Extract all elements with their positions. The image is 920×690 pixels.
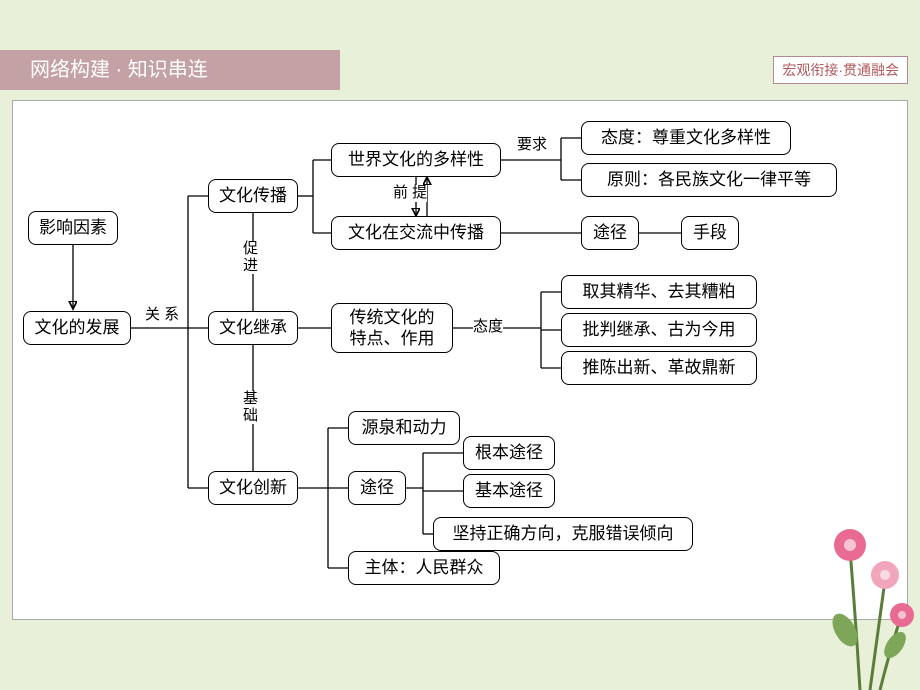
node-route: 途径 bbox=[581, 216, 639, 250]
node-text: 主体：人民群众 bbox=[365, 557, 484, 578]
node-new-old: 推陈出新、革故鼎新 bbox=[561, 351, 757, 385]
node-text: 原则：各民族文化一律平等 bbox=[607, 169, 811, 190]
node-text: 途径 bbox=[593, 222, 627, 243]
header-title-bar: 网络构建 · 知识串连 bbox=[0, 50, 340, 90]
node-text: 取其精华、去其糟粕 bbox=[583, 281, 736, 302]
node-influence: 影响因素 bbox=[28, 211, 118, 245]
node-text: 影响因素 bbox=[39, 217, 107, 238]
node-text: 批判继承、古为今用 bbox=[583, 319, 736, 340]
label-require: 要求 bbox=[517, 137, 547, 154]
node-essence: 取其精华、去其糟粕 bbox=[561, 275, 757, 309]
node-traditional-features: 传统文化的 特点、作用 bbox=[331, 303, 453, 353]
label-text: 关 系 bbox=[145, 306, 179, 323]
node-text: 源泉和动力 bbox=[362, 417, 447, 438]
label-attitude: 态度 bbox=[473, 319, 503, 336]
node-culture-dev: 文化的发展 bbox=[23, 311, 131, 345]
node-text: 文化在交流中传播 bbox=[348, 222, 484, 243]
label-text: 态度 bbox=[473, 318, 503, 335]
node-text: 手段 bbox=[693, 222, 727, 243]
label-text: 前 提 bbox=[393, 184, 427, 201]
node-means: 手段 bbox=[681, 216, 739, 250]
node-source: 源泉和动力 bbox=[348, 411, 460, 445]
node-text: 坚持正确方向，克服错误倾向 bbox=[453, 523, 674, 544]
node-text: 文化创新 bbox=[219, 477, 287, 498]
node-spread: 文化传播 bbox=[208, 179, 298, 213]
node-critical: 批判继承、古为今用 bbox=[561, 313, 757, 347]
label-premise: 前 提 bbox=[393, 185, 427, 202]
node-text: 推陈出新、革故鼎新 bbox=[583, 357, 736, 378]
node-text: 传统文化的 特点、作用 bbox=[350, 307, 435, 350]
node-subject: 主体：人民群众 bbox=[348, 551, 500, 585]
node-text: 态度：尊重文化多样性 bbox=[601, 127, 771, 148]
node-text: 世界文化的多样性 bbox=[348, 149, 484, 170]
label-text: 要求 bbox=[517, 136, 547, 153]
node-text: 途径 bbox=[360, 477, 394, 498]
header-title: 网络构建 · 知识串连 bbox=[30, 59, 208, 81]
node-route2: 途径 bbox=[348, 471, 406, 505]
node-principle-diversity: 原则：各民族文化一律平等 bbox=[581, 163, 837, 197]
node-world-diversity: 世界文化的多样性 bbox=[331, 143, 501, 177]
node-inherit: 文化继承 bbox=[208, 311, 298, 345]
node-root-route: 根本途径 bbox=[463, 436, 555, 470]
label-basis: 基 础 bbox=[243, 391, 258, 424]
header-badge: 宏观衔接·贯通融会 bbox=[773, 56, 908, 84]
node-text: 基本途径 bbox=[475, 480, 543, 501]
node-text: 文化传播 bbox=[219, 185, 287, 206]
label-text: 促 进 bbox=[243, 240, 258, 274]
node-text: 根本途径 bbox=[475, 442, 543, 463]
node-text: 文化的发展 bbox=[35, 317, 120, 338]
diagram-area: 影响因素 文化的发展 文化传播 文化继承 文化创新 世界文化的多样性 文化在交流… bbox=[12, 100, 908, 620]
label-promote: 促 进 bbox=[243, 241, 258, 274]
node-exchange-spread: 文化在交流中传播 bbox=[331, 216, 501, 250]
label-text: 基 础 bbox=[243, 390, 258, 424]
node-attitude-diversity: 态度：尊重文化多样性 bbox=[581, 121, 791, 155]
node-correct-direction: 坚持正确方向，克服错误倾向 bbox=[433, 517, 693, 551]
node-text: 文化继承 bbox=[219, 317, 287, 338]
label-relation: 关 系 bbox=[145, 307, 179, 324]
node-innovate: 文化创新 bbox=[208, 471, 298, 505]
header-badge-text: 宏观衔接·贯通融会 bbox=[782, 62, 899, 78]
node-basic-route: 基本途径 bbox=[463, 474, 555, 508]
